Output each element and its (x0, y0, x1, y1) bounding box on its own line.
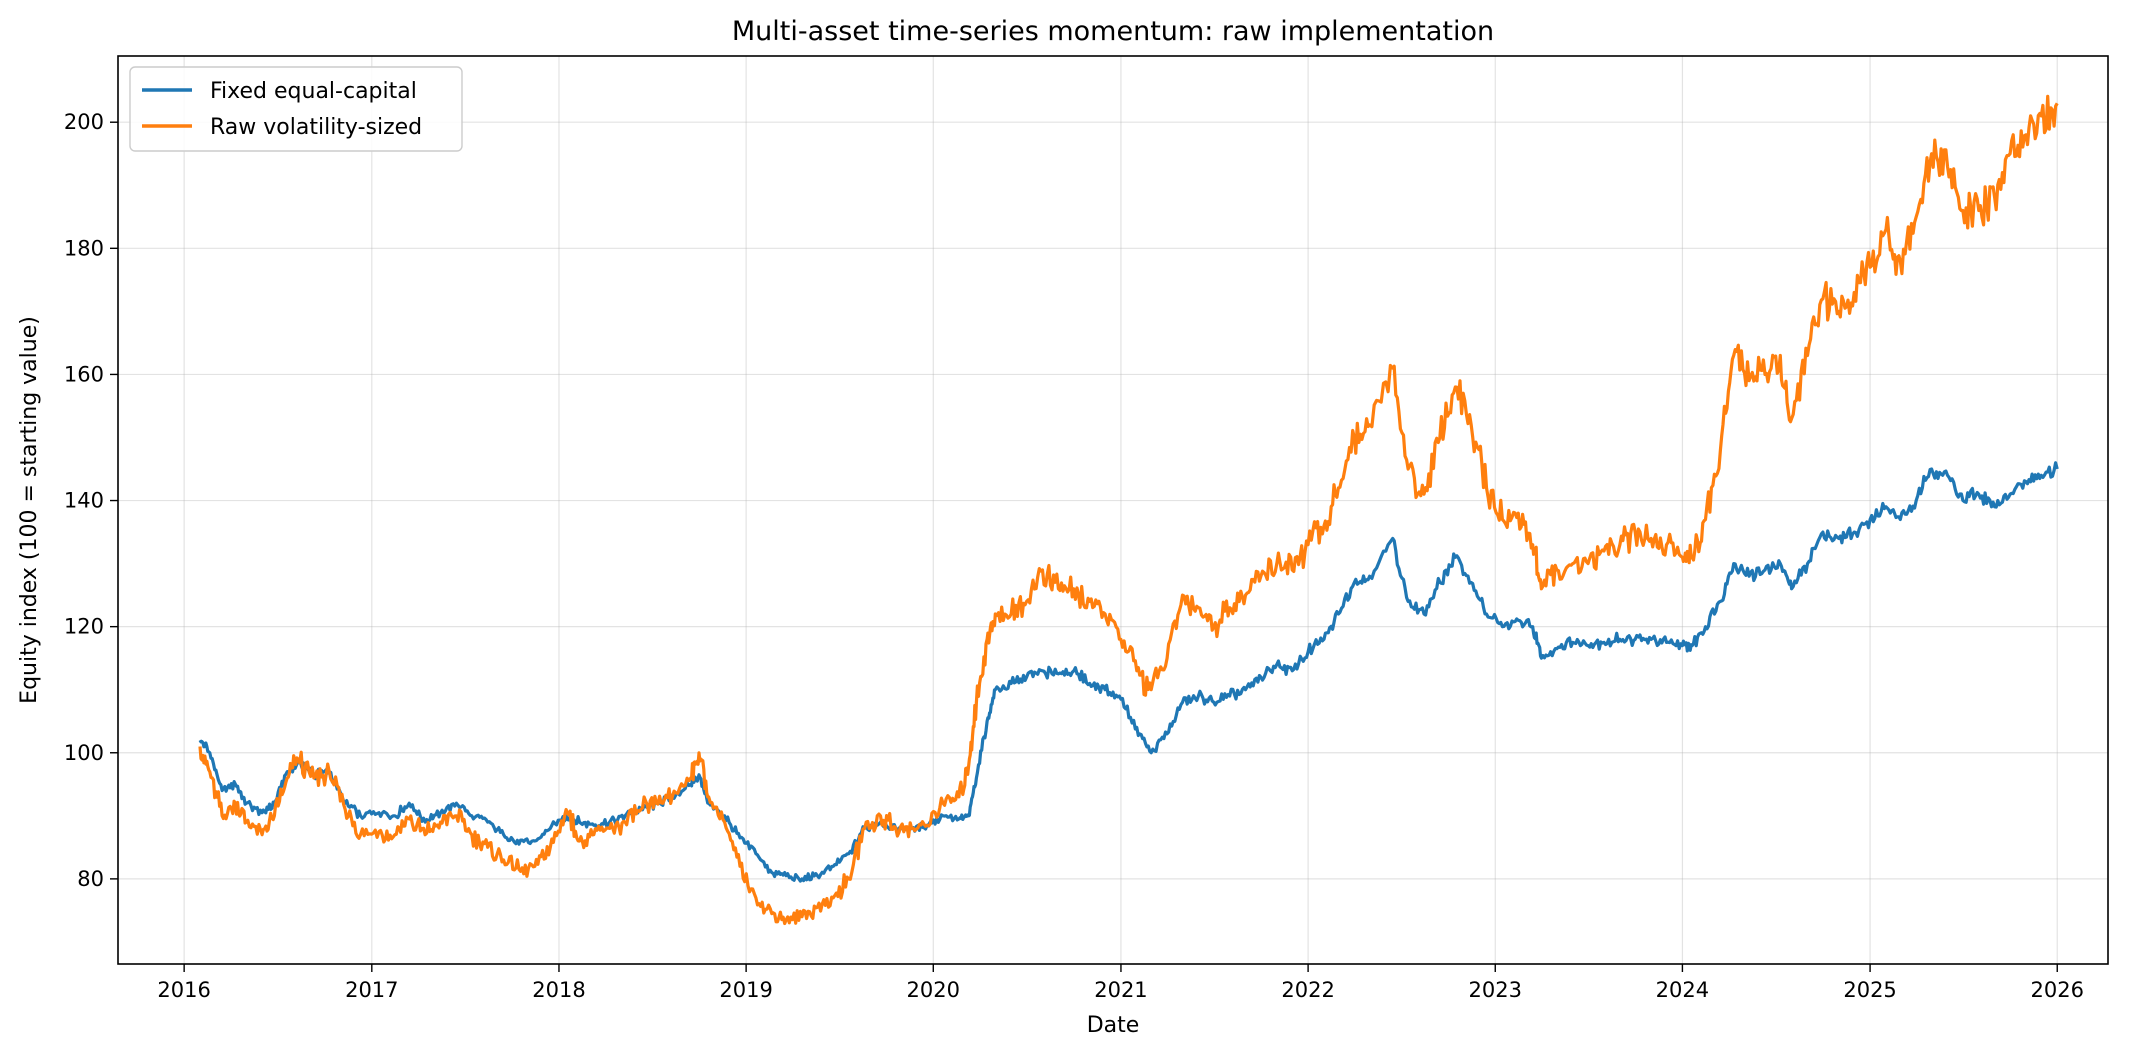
plot-frame (117, 55, 2109, 965)
x-axis-label: Date (1087, 1013, 1140, 1038)
y-axis-label: Equity index (100 = starting value) (17, 316, 42, 704)
x-tick-label: 2026 (2031, 978, 2084, 1002)
x-tick-label: 2022 (1281, 978, 1334, 1002)
x-tick-label: 2019 (719, 978, 772, 1002)
y-tick-label: 120 (64, 615, 104, 639)
x-tick-label: 2016 (157, 978, 210, 1002)
series-line-raw-volatility-sized (198, 94, 2059, 926)
grid (118, 56, 2108, 964)
series-layer (198, 94, 2059, 926)
y-tick-label: 200 (64, 110, 104, 134)
legend: Fixed equal-capital Raw volatility-sized (129, 66, 463, 152)
y-axis: 80 100 120 140 160 180 200 (64, 110, 118, 891)
y-tick-label: 180 (64, 236, 104, 260)
y-tick-label: 100 (64, 741, 104, 765)
x-tick-label: 2023 (1469, 978, 1522, 1002)
y-tick-label: 80 (77, 867, 104, 891)
legend-box (129, 66, 463, 152)
legend-label-raw-volatility-sized: Raw volatility-sized (210, 115, 422, 140)
x-tick-label: 2017 (345, 978, 398, 1002)
series-line-fixed-equal-capital (198, 461, 2059, 883)
x-axis: 2016 2017 2018 2019 2020 2021 2022 2023 2024 2025… (157, 964, 2084, 1002)
x-tick-label: 2024 (1656, 978, 1709, 1002)
x-tick-label: 2018 (532, 978, 585, 1002)
legend-label-fixed-equal-capital: Fixed equal-capital (210, 79, 417, 104)
chart-title: Multi-asset time-series momentum: raw im… (732, 16, 1494, 47)
y-tick-label: 160 (64, 362, 104, 386)
x-tick-label: 2021 (1094, 978, 1147, 1002)
x-tick-label: 2025 (1843, 978, 1896, 1002)
x-tick-label: 2020 (907, 978, 960, 1002)
y-tick-label: 140 (64, 489, 104, 513)
